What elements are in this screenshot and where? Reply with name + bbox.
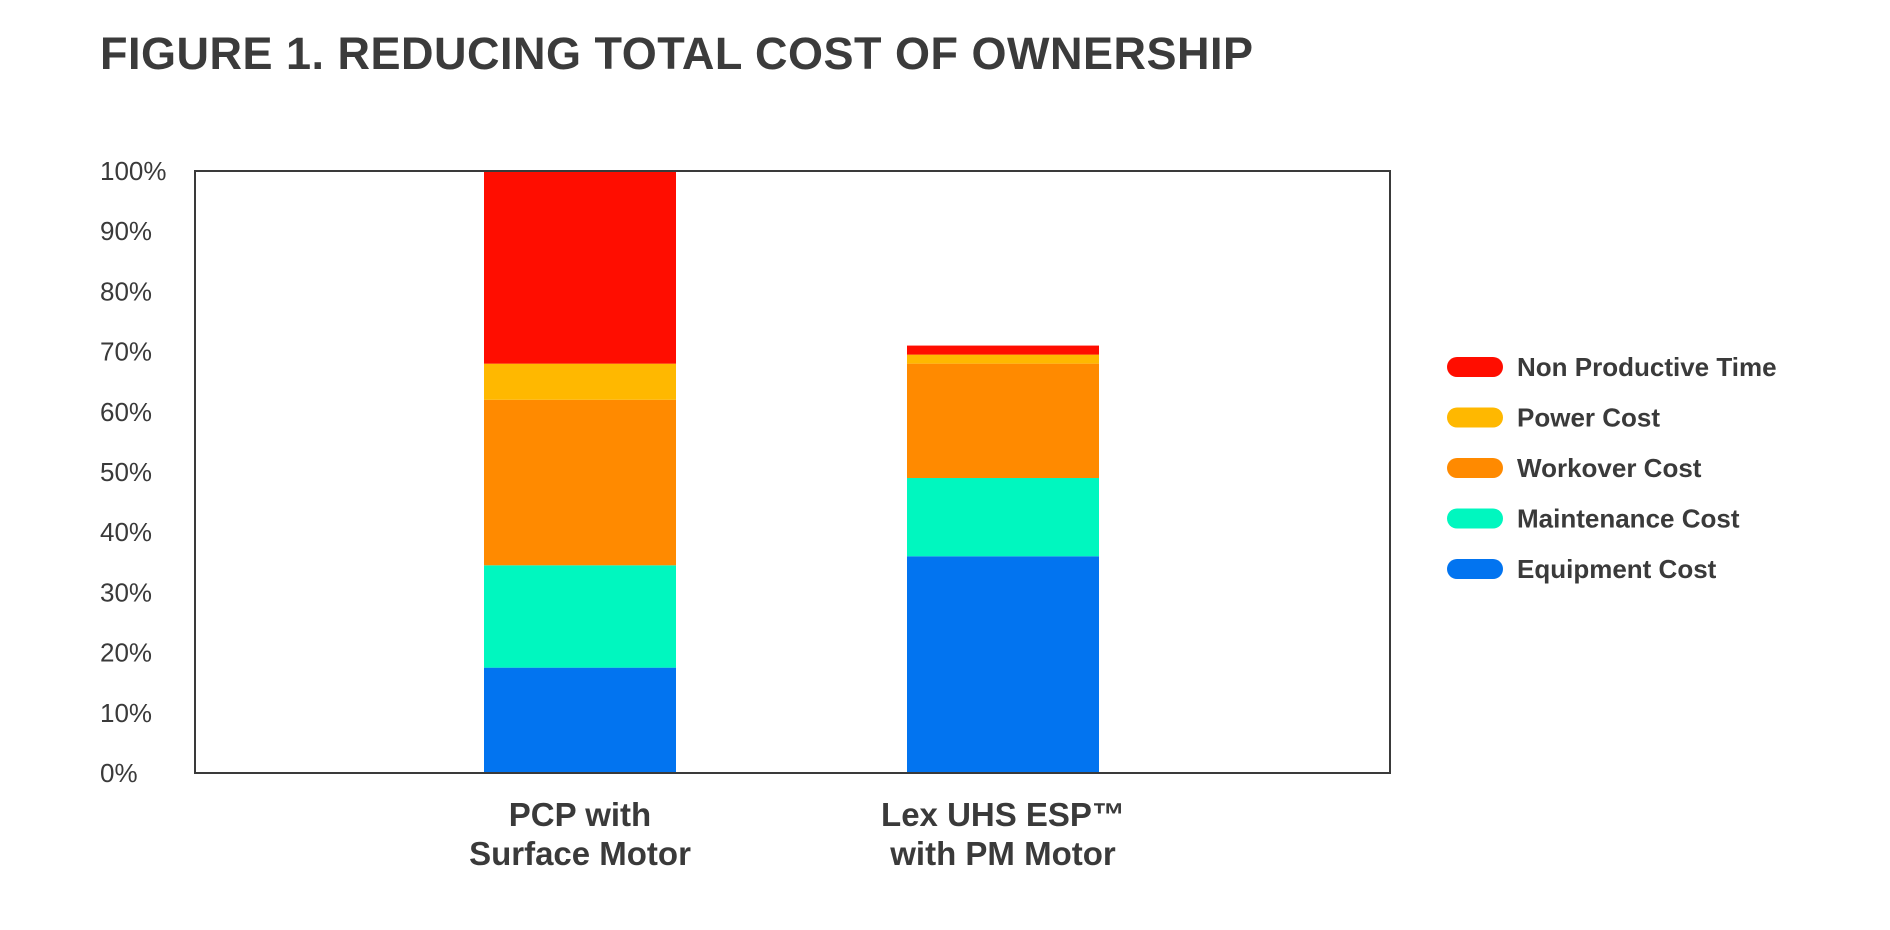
plot-area-frame (194, 170, 1391, 774)
legend-label-power-cost: Power Cost (1517, 403, 1660, 433)
bar-segment-non-productive-time (484, 171, 676, 364)
y-tick-label: 100% (100, 156, 167, 186)
y-tick-label: 0% (100, 758, 138, 788)
y-tick-label: 90% (100, 216, 152, 246)
bar-segment-power-cost (484, 363, 676, 400)
legend-swatch-maintenance-cost (1447, 508, 1503, 529)
y-tick-label: 50% (100, 457, 152, 487)
legend-swatch-equipment-cost (1447, 559, 1503, 579)
y-tick-label: 70% (100, 337, 152, 367)
y-tick-label: 30% (100, 577, 152, 607)
bar-segment-equipment-cost (907, 556, 1099, 773)
y-tick-label: 80% (100, 276, 152, 306)
y-tick-label: 60% (100, 397, 152, 427)
y-tick-label: 20% (100, 638, 152, 668)
category-label: Lex UHS ESP™ (881, 796, 1125, 833)
legend-label-non-productive-time: Non Productive Time (1517, 352, 1777, 382)
bar-segment-maintenance-cost (484, 565, 676, 668)
legend-label-equipment-cost: Equipment Cost (1517, 554, 1717, 584)
legend: Non Productive Time Power Cost Workover Co… (1447, 352, 1777, 584)
category-label: with PM Motor (889, 835, 1116, 872)
legend-swatch-non-productive-time (1447, 357, 1503, 377)
category-label: PCP with (509, 796, 651, 833)
y-tick-label: 40% (100, 517, 152, 547)
y-axis: 0% 10% 20% 30% 40% 50% 60% 70% 80% 90% 100% (100, 156, 167, 788)
bars-group (484, 171, 1099, 773)
bar-segment-equipment-cost (484, 667, 676, 773)
legend-label-maintenance-cost: Maintenance Cost (1517, 504, 1740, 534)
bar-segment-workover-cost (907, 363, 1099, 479)
y-tick-label: 10% (100, 698, 152, 728)
legend-swatch-workover-cost (1447, 458, 1503, 478)
bar-segment-workover-cost (484, 399, 676, 566)
bar-segment-power-cost (907, 354, 1099, 364)
bar-segment-maintenance-cost (907, 478, 1099, 557)
category-label: Surface Motor (469, 835, 691, 872)
legend-swatch-power-cost (1447, 407, 1503, 428)
legend-label-workover-cost: Workover Cost (1517, 453, 1702, 483)
chart-title: FIGURE 1. REDUCING TOTAL COST OF OWNERSH… (100, 28, 1254, 79)
bar-segment-non-productive-time (907, 345, 1099, 355)
